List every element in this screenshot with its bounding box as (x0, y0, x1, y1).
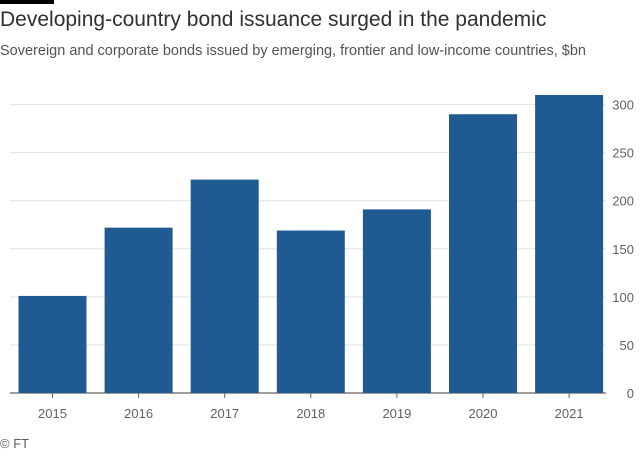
chart-subtitle: Sovereign and corporate bonds issued by … (0, 43, 586, 59)
x-tick-label: 2020 (469, 406, 498, 421)
y-tick-label: 100 (612, 290, 634, 305)
x-tick-label: 2021 (555, 406, 584, 421)
y-tick-label: 50 (620, 338, 634, 353)
y-tick-label: 150 (612, 242, 634, 257)
bar-2018 (276, 230, 345, 393)
x-tick-label: 2017 (210, 406, 239, 421)
y-tick-label: 250 (612, 146, 634, 161)
bar-2019 (362, 209, 431, 393)
y-tick-label: 200 (612, 194, 634, 209)
x-tick-label: 2016 (124, 406, 153, 421)
x-axis-ticks: 2015 2016 2017 2018 2019 2020 2021 (38, 393, 584, 421)
x-tick-label: 2019 (382, 406, 411, 421)
bar-2016 (104, 227, 173, 393)
chart-title: Developing-country bond issuance surged … (0, 8, 547, 31)
x-tick-label: 2015 (38, 406, 67, 421)
bar-2017 (190, 179, 259, 393)
bar-2020 (449, 114, 517, 394)
bar-2021 (535, 95, 604, 393)
bars (18, 95, 604, 394)
y-axis-ticks: 0 50 100 150 200 250 300 (612, 98, 634, 401)
bar-2015 (18, 295, 87, 393)
header-accent-rule (0, 0, 54, 4)
y-tick-label: 0 (627, 386, 634, 401)
x-tick-label: 2018 (296, 406, 325, 421)
source-credit: © FT (0, 436, 30, 451)
y-tick-label: 300 (612, 98, 634, 113)
